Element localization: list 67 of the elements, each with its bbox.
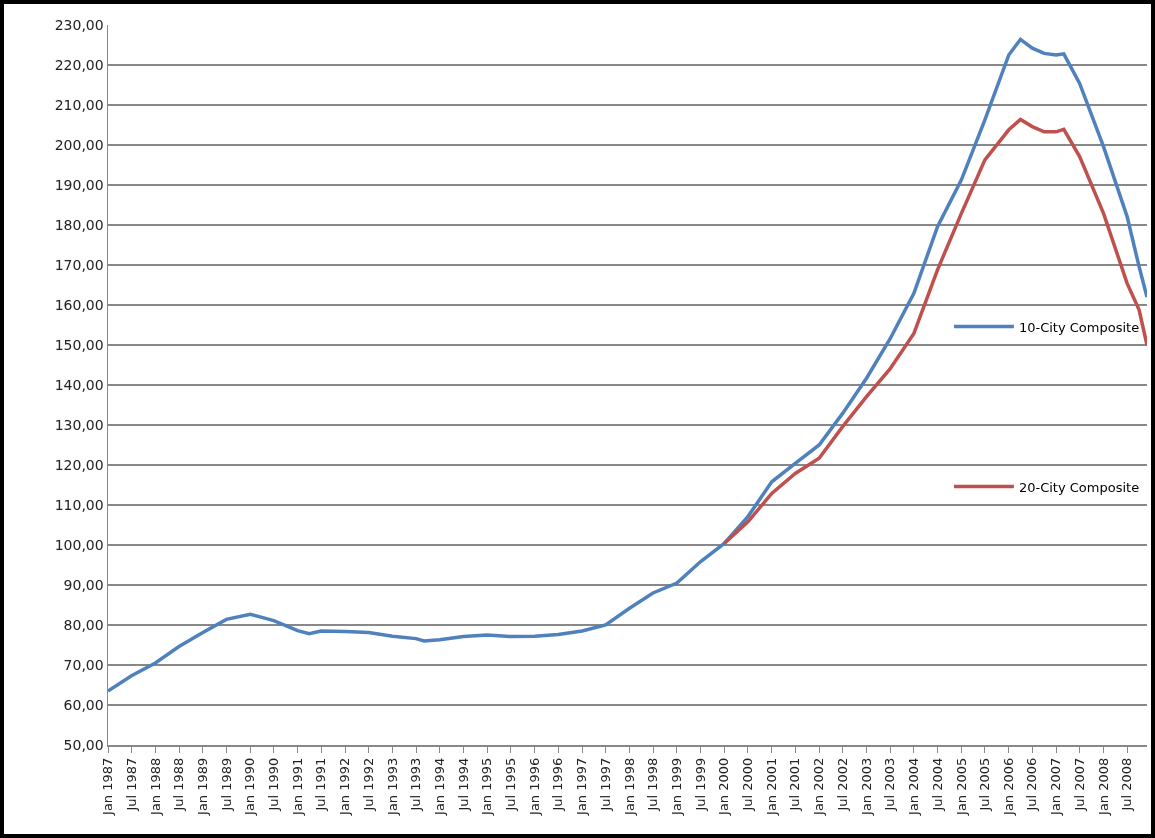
x-tick-label: Jul 1988 xyxy=(171,757,187,812)
y-tick-label: 140,00 xyxy=(54,376,104,393)
y-tick-label: 180,00 xyxy=(54,216,104,233)
x-tick-label: Jul 1994 xyxy=(455,757,471,812)
x-tick-label: Jul 1990 xyxy=(265,757,281,812)
x-tick-label: Jul 2008 xyxy=(1119,757,1135,812)
y-tick-label: 120,00 xyxy=(54,456,104,473)
line-series xyxy=(108,37,1147,693)
x-tick-label: Jul 1987 xyxy=(123,757,139,812)
x-tick-label: Jul 2007 xyxy=(1071,757,1087,812)
y-tick-label: 170,00 xyxy=(54,256,104,273)
x-tick-label: Jul 1992 xyxy=(360,757,376,812)
y-tick-label: 100,00 xyxy=(54,536,104,553)
x-tick-label: Jul 1999 xyxy=(692,757,708,812)
x-tick-label: Jan 1989 xyxy=(195,757,211,816)
y-tick-label: 50,00 xyxy=(63,736,104,753)
x-tick-label: Jan 1987 xyxy=(100,757,116,816)
x-tick-label: Jul 1993 xyxy=(408,757,424,812)
x-tick-label: Jul 2003 xyxy=(882,757,898,812)
x-tick-label: Jan 1996 xyxy=(526,757,542,816)
y-tick-label: 230,00 xyxy=(54,16,104,33)
x-tick-label: Jan 2000 xyxy=(716,757,732,816)
x-tick-label: Jul 1991 xyxy=(313,757,329,812)
x-tick-label: Jul 1998 xyxy=(645,757,661,812)
x-tick-label: Jul 2000 xyxy=(740,757,756,812)
x-tick-label: Jan 2002 xyxy=(811,757,827,816)
y-tick-label: 70,00 xyxy=(63,656,104,673)
y-tick-label: 150,00 xyxy=(54,336,104,353)
x-tick-label: Jul 2002 xyxy=(834,757,850,812)
x-tick-label: Jan 1994 xyxy=(432,757,448,816)
line-series xyxy=(722,117,1147,546)
x-tick-label: Jul 2006 xyxy=(1024,757,1040,812)
x-tick-label: Jan 2008 xyxy=(1095,757,1111,816)
y-tick-label: 220,00 xyxy=(54,56,104,73)
x-tick-label: Jul 1997 xyxy=(597,757,613,812)
x-tick-label: Jan 1988 xyxy=(147,757,163,816)
x-tick-label: Jan 1993 xyxy=(384,757,400,816)
y-tick-label: 110,00 xyxy=(54,496,104,513)
y-tick-label: 200,00 xyxy=(54,136,104,153)
x-tick-label: Jan 2001 xyxy=(763,757,779,816)
x-tick-label: Jan 1992 xyxy=(337,757,353,816)
y-tick-label: 130,00 xyxy=(54,416,104,433)
y-tick-label: 210,00 xyxy=(54,96,104,113)
x-tick-label: Jan 2006 xyxy=(1000,757,1016,816)
x-tick-label: Jul 2001 xyxy=(787,757,803,812)
x-tick-label: Jan 1991 xyxy=(289,757,305,816)
x-tick-label: Jan 1998 xyxy=(621,757,637,816)
x-tick-label: Jan 1990 xyxy=(242,757,258,816)
x-tick-label: Jul 1995 xyxy=(502,757,518,812)
y-tick-label: 90,00 xyxy=(63,576,104,593)
x-tick-label: Jan 2004 xyxy=(906,757,922,816)
legend-label: 20-City Composite xyxy=(1018,479,1140,495)
x-tick-label: Jan 2005 xyxy=(953,757,969,816)
x-tick-label: Jul 2004 xyxy=(929,757,945,812)
x-tick-label: Jul 2005 xyxy=(977,757,993,812)
x-tick-label: Jul 1989 xyxy=(218,757,234,812)
x-tick-label: Jan 1995 xyxy=(479,757,495,816)
x-tick-label: Jan 2007 xyxy=(1048,757,1064,816)
y-tick-label: 60,00 xyxy=(63,696,104,713)
y-tick-label: 190,00 xyxy=(54,176,104,193)
y-tick-label: 160,00 xyxy=(54,296,104,313)
x-tick-label: Jan 1999 xyxy=(669,757,685,816)
x-tick-label: Jan 2003 xyxy=(858,757,874,816)
legend-label: 10-City Composite xyxy=(1018,319,1140,335)
y-tick-label: 80,00 xyxy=(63,616,104,633)
x-tick-label: Jul 1996 xyxy=(550,757,566,812)
x-tick-label: Jan 1997 xyxy=(574,757,590,816)
